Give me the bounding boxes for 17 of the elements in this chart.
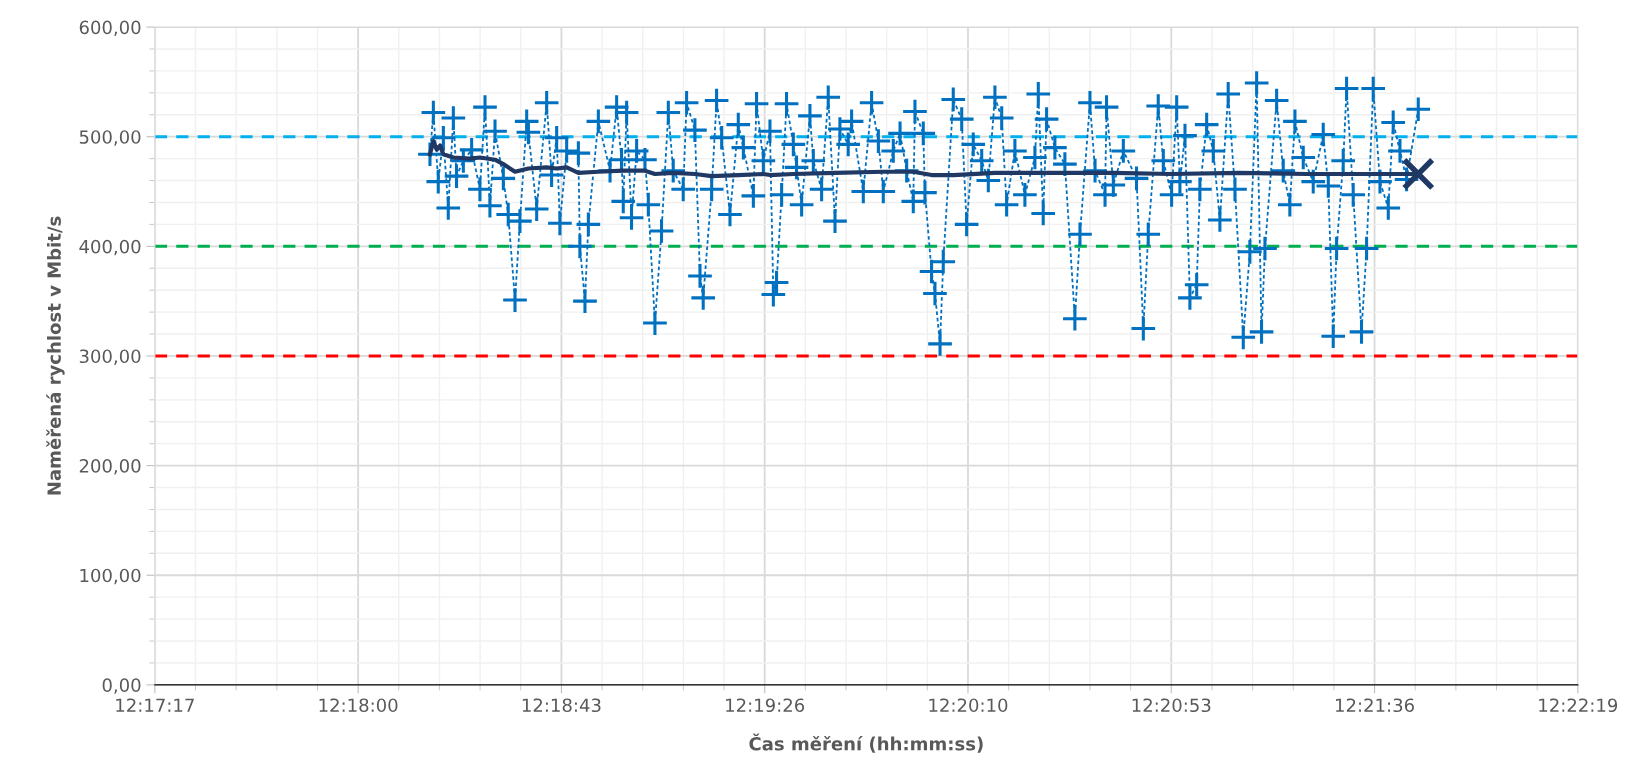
x-tick-label: 12:22:19 (1539, 698, 1618, 713)
x-tick-label: 12:21:36 (1335, 698, 1414, 713)
y-axis-title: Naměřená rychlost v Mbit/s (46, 216, 65, 495)
x-tick-label: 12:19:26 (726, 698, 805, 713)
y-tick-label: 600,00 (79, 20, 141, 37)
y-tick-label: 100,00 (80, 568, 141, 585)
x-tick-label: 12:20:53 (1132, 698, 1211, 713)
y-tick-label: 300,00 (79, 349, 141, 365)
x-tick-label: 12:17:17 (116, 698, 194, 712)
y-tick-label: 400,00 (79, 239, 141, 256)
x-tick-label: 12:18:00 (319, 698, 398, 713)
y-tick-label: 200,00 (79, 459, 141, 475)
x-tick-label: 12:18:43 (522, 698, 601, 713)
x-tick-label: 12:20:10 (929, 698, 1008, 713)
x-axis-title: Čas měření (hh:mm:ss) (749, 733, 983, 753)
y-tick-label: 0,00 (102, 678, 141, 694)
y-tick-label: 500,00 (79, 130, 141, 146)
